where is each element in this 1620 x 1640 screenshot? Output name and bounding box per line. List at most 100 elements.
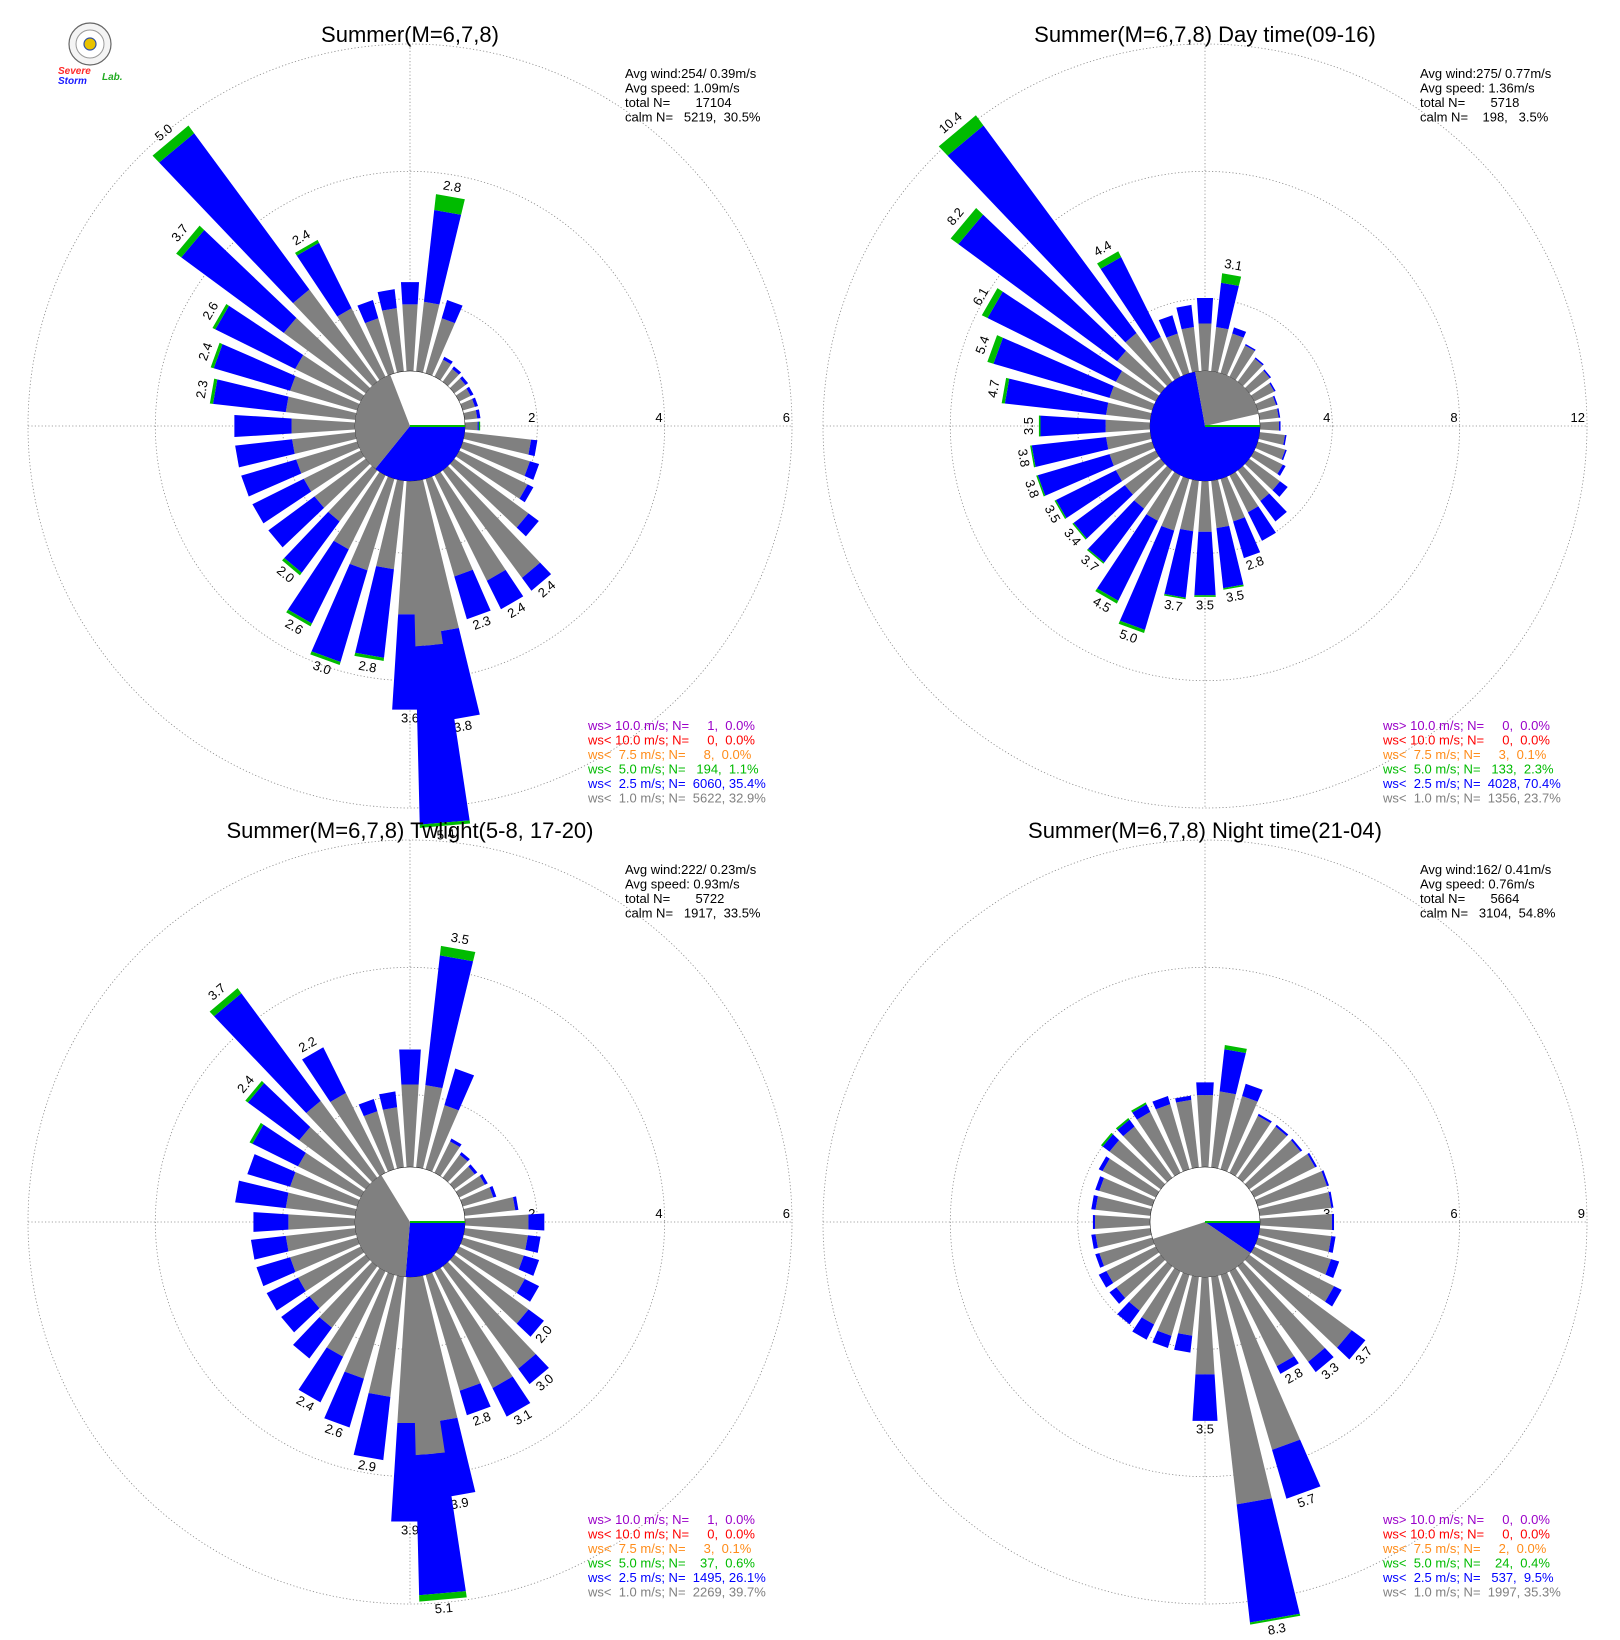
bar-segment-calm-lt1: [1229, 1267, 1295, 1367]
bar-segment-lt5: [1249, 1613, 1301, 1625]
bar-segment-lt2-5: [1040, 415, 1106, 437]
bar-segment-lt2-5: [215, 305, 304, 369]
bar-segment-lt2-5: [1194, 531, 1216, 596]
bar-segment-calm-lt1: [463, 1197, 516, 1216]
bar-segment-calm-lt1: [1211, 1275, 1272, 1505]
bar-segment-lt5: [1100, 1132, 1113, 1147]
bar-value-label: 2.4: [195, 340, 215, 362]
ring-label: 4: [1323, 410, 1330, 425]
bar-value-label: 5.4: [436, 826, 455, 843]
bar-segment-calm-lt1: [337, 308, 386, 381]
bar-segment-calm-lt1: [1161, 476, 1190, 531]
bar-segment-calm-lt1: [449, 1254, 529, 1324]
bar-segment-lt5: [1038, 415, 1041, 437]
bar-segment-lt2-5: [468, 1164, 478, 1175]
bar-value-label: 2.9: [357, 1457, 377, 1475]
bar-segment-lt2-5: [298, 1347, 344, 1403]
bar-segment-lt2-5: [423, 210, 462, 305]
bar-segment-lt2-5: [1328, 1191, 1334, 1208]
bar-segment-lt2-5: [213, 344, 296, 391]
bar-segment-lt5: [1118, 620, 1145, 633]
bar-segment-calm-lt1: [1244, 1254, 1352, 1348]
bar-segment-lt2-5: [459, 1152, 470, 1162]
bar-segment-calm-lt1: [1229, 1115, 1271, 1177]
bar-segment-lt2-5: [519, 484, 534, 503]
bar-segment-lt2-5: [489, 1185, 497, 1198]
bar-segment-calm-lt1: [1105, 419, 1151, 433]
bar-segment-lt2-5: [528, 1213, 545, 1231]
bar-value-label: 3.0: [311, 657, 333, 677]
bar-segment-calm-lt1: [1095, 1215, 1151, 1229]
bar-segment-calm-lt1: [1255, 1171, 1327, 1207]
bar-segment-calm-lt1: [285, 1192, 357, 1216]
bar-segment-lt2-5: [1092, 1214, 1096, 1230]
bar-segment-lt2-5: [459, 376, 469, 386]
bar-value-label: 3.8: [453, 717, 473, 735]
bar-segment-lt5: [1001, 377, 1010, 404]
bar-value-label: 2.3: [471, 613, 493, 633]
bar-segment-lt2-5: [1272, 481, 1288, 497]
bar-segment-lt5: [1223, 584, 1244, 590]
bar-segment-calm-lt1: [1123, 1126, 1173, 1183]
bar-segment-calm-lt1: [1178, 1275, 1199, 1336]
bar-segment-lt5: [1030, 445, 1036, 468]
bar-segment-calm-lt1: [290, 1171, 360, 1207]
bar-segment-calm-lt1: [298, 1246, 365, 1292]
ring-label: 4: [655, 410, 662, 425]
bar-segment-lt5: [981, 288, 1003, 319]
bar-segment-calm-lt1: [303, 450, 365, 492]
bar-segment-calm-lt1: [1106, 402, 1152, 420]
bar-segment-calm-lt1: [411, 1276, 445, 1456]
bar-segment-calm-lt1: [1244, 458, 1281, 491]
bar-segment-calm-lt1: [291, 418, 356, 434]
bar-value-label: 3.5: [450, 930, 470, 948]
bar-segment-calm-lt1: [425, 1105, 459, 1172]
bar-segment-lt2-5: [459, 1383, 491, 1416]
bar-segment-lt2-5: [512, 1196, 519, 1211]
bar-segment-calm-lt1: [1106, 1246, 1160, 1283]
bar-segment-calm-lt1: [434, 1141, 460, 1177]
bar-segment-lt2-5: [492, 1376, 531, 1417]
bar-segment-calm-lt1: [349, 476, 395, 571]
bar-segment-calm-lt1: [442, 1261, 536, 1369]
bar-value-label: 2.8: [442, 177, 462, 195]
bar-segment-lt2-5: [475, 409, 481, 419]
bar-segment-lt5: [1097, 251, 1122, 269]
bar-segment-lt5: [310, 651, 341, 666]
bar-value-label: 3.7: [1163, 597, 1183, 615]
bar-segment-calm-lt1: [1099, 1237, 1155, 1267]
bar-value-label: 3.8: [1022, 478, 1042, 500]
bar-segment-lt2-5: [1245, 343, 1256, 352]
legend-entry: ws< 1.0 m/s; N= 1356, 23.7%: [1382, 791, 1561, 806]
legend-entry: ws> 10.0 m/s; N= 1, 0.0%: [587, 718, 755, 733]
bar-segment-lt2-5: [528, 439, 538, 457]
ring-label: 12: [1571, 410, 1585, 425]
bar-segment-lt2-5: [1277, 408, 1281, 418]
bar-segment-calm-lt1: [1099, 1177, 1155, 1207]
bar-segment-calm-lt1: [455, 450, 528, 499]
bar-segment-calm-lt1: [1258, 432, 1285, 445]
bar-segment-lt2-5: [1247, 506, 1276, 541]
bar-segment-lt2-5: [1164, 528, 1194, 598]
bar-segment-lt2-5: [355, 566, 394, 658]
bar-segment-calm-lt1: [442, 465, 541, 578]
bar-segment-calm-lt1: [416, 1085, 443, 1169]
bar-value-label: 2.8: [1244, 553, 1266, 573]
bar-segment-calm-lt1: [1197, 1095, 1213, 1168]
bar-value-label: 5.7: [1295, 1490, 1317, 1510]
bar-segment-lt5: [354, 652, 384, 661]
bar-segment-calm-lt1: [1229, 471, 1259, 513]
bar-segment-lt2-5: [1119, 525, 1175, 630]
bar-segment-calm-lt1: [1220, 1095, 1258, 1172]
ring-label: 8: [1450, 410, 1457, 425]
bar-segment-calm-lt1: [434, 1267, 513, 1389]
bar-segment-calm-lt1: [449, 378, 466, 394]
bar-segment-lt5: [176, 225, 205, 258]
bar-segment-lt2-5: [287, 540, 349, 624]
bar-segment-lt5: [1072, 522, 1087, 540]
bar-segment-lt2-5: [477, 421, 479, 431]
bar-segment-lt2-5: [516, 513, 539, 537]
bar-segment-calm-lt1: [442, 1154, 468, 1183]
bar-segment-lt5: [1194, 595, 1216, 597]
bar-segment-calm-lt1: [1237, 465, 1270, 502]
